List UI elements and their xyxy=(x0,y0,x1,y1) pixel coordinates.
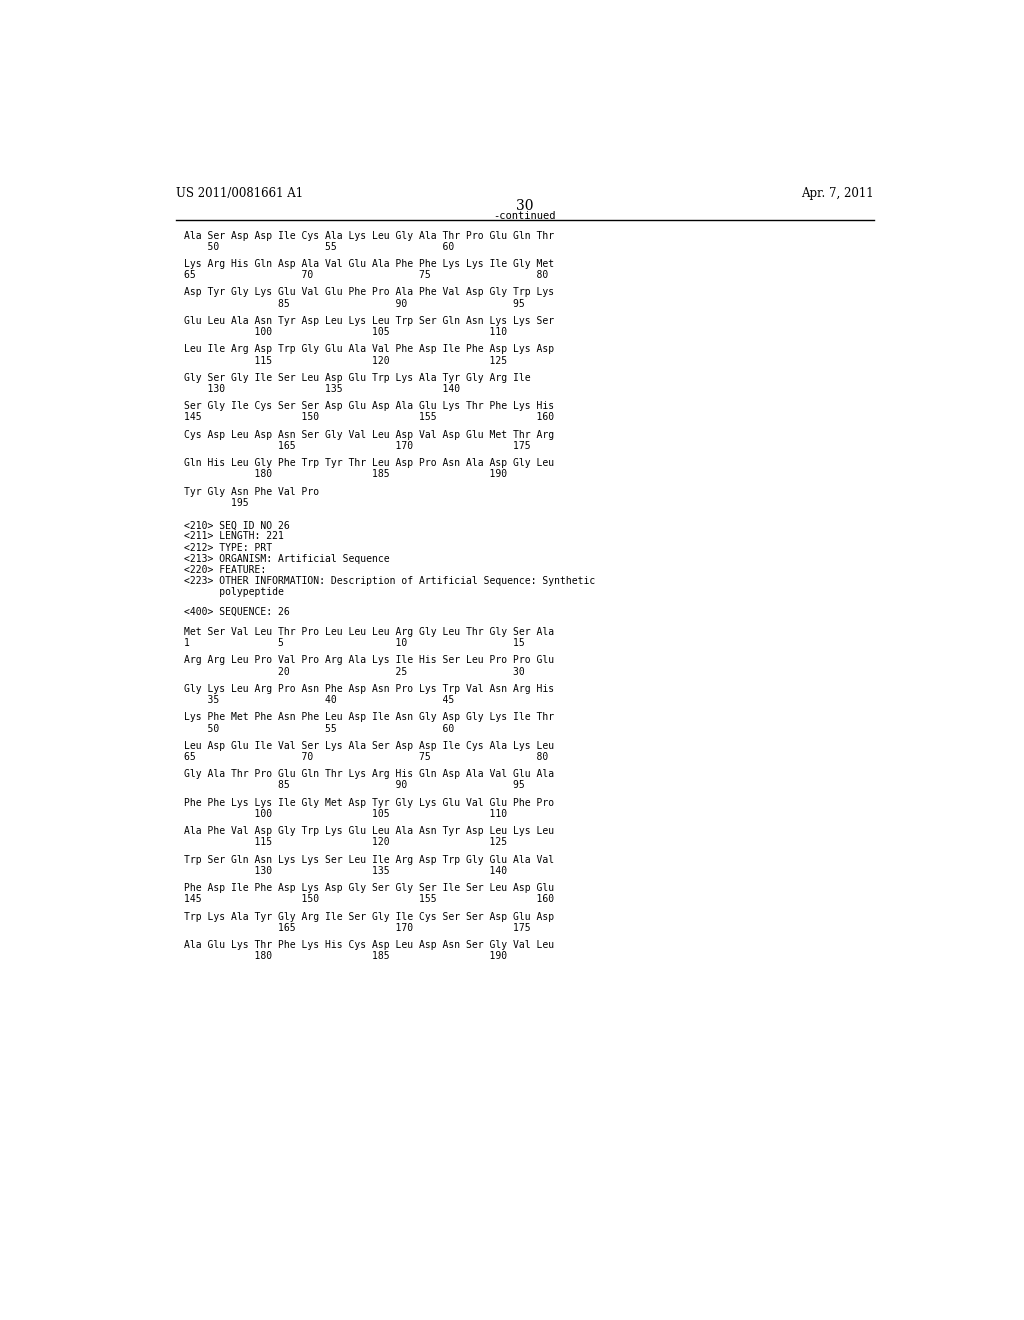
Text: Gly Ser Gly Ile Ser Leu Asp Glu Trp Lys Ala Tyr Gly Arg Ile: Gly Ser Gly Ile Ser Leu Asp Glu Trp Lys … xyxy=(183,372,530,383)
Text: <220> FEATURE:: <220> FEATURE: xyxy=(183,565,266,576)
Text: Leu Asp Glu Ile Val Ser Lys Ala Ser Asp Asp Ile Cys Ala Lys Leu: Leu Asp Glu Ile Val Ser Lys Ala Ser Asp … xyxy=(183,741,554,751)
Text: Trp Ser Gln Asn Lys Lys Ser Leu Ile Arg Asp Trp Gly Glu Ala Val: Trp Ser Gln Asn Lys Lys Ser Leu Ile Arg … xyxy=(183,854,554,865)
Text: US 2011/0081661 A1: US 2011/0081661 A1 xyxy=(176,187,303,199)
Text: <211> LENGTH: 221: <211> LENGTH: 221 xyxy=(183,532,284,541)
Text: Gly Ala Thr Pro Glu Gln Thr Lys Arg His Gln Asp Ala Val Glu Ala: Gly Ala Thr Pro Glu Gln Thr Lys Arg His … xyxy=(183,770,554,779)
Text: Leu Ile Arg Asp Trp Gly Glu Ala Val Phe Asp Ile Phe Asp Lys Asp: Leu Ile Arg Asp Trp Gly Glu Ala Val Phe … xyxy=(183,345,554,354)
Text: Apr. 7, 2011: Apr. 7, 2011 xyxy=(802,187,873,199)
Text: 85                  90                  95: 85 90 95 xyxy=(183,298,524,309)
Text: Tyr Gly Asn Phe Val Pro: Tyr Gly Asn Phe Val Pro xyxy=(183,487,318,496)
Text: 65                  70                  75                  80: 65 70 75 80 xyxy=(183,752,548,762)
Text: <213> ORGANISM: Artificial Sequence: <213> ORGANISM: Artificial Sequence xyxy=(183,554,389,564)
Text: 195: 195 xyxy=(183,498,248,508)
Text: 50                  55                  60: 50 55 60 xyxy=(183,723,454,734)
Text: 50                  55                  60: 50 55 60 xyxy=(183,242,454,252)
Text: 130                 135                 140: 130 135 140 xyxy=(183,384,460,395)
Text: Phe Asp Ile Phe Asp Lys Asp Gly Ser Gly Ser Ile Ser Leu Asp Glu: Phe Asp Ile Phe Asp Lys Asp Gly Ser Gly … xyxy=(183,883,554,894)
Text: 180                 185                 190: 180 185 190 xyxy=(183,470,507,479)
Text: Lys Phe Met Phe Asn Phe Leu Asp Ile Asn Gly Asp Gly Lys Ile Thr: Lys Phe Met Phe Asn Phe Leu Asp Ile Asn … xyxy=(183,713,554,722)
Text: 115                 120                 125: 115 120 125 xyxy=(183,355,507,366)
Text: Ala Ser Asp Asp Ile Cys Ala Lys Leu Gly Ala Thr Pro Glu Gln Thr: Ala Ser Asp Asp Ile Cys Ala Lys Leu Gly … xyxy=(183,231,554,240)
Text: 65                  70                  75                  80: 65 70 75 80 xyxy=(183,271,548,280)
Text: Cys Asp Leu Asp Asn Ser Gly Val Leu Asp Val Asp Glu Met Thr Arg: Cys Asp Leu Asp Asn Ser Gly Val Leu Asp … xyxy=(183,430,554,440)
Text: Glu Leu Ala Asn Tyr Asp Leu Lys Leu Trp Ser Gln Asn Lys Lys Ser: Glu Leu Ala Asn Tyr Asp Leu Lys Leu Trp … xyxy=(183,315,554,326)
Text: Lys Arg His Gln Asp Ala Val Glu Ala Phe Phe Lys Lys Ile Gly Met: Lys Arg His Gln Asp Ala Val Glu Ala Phe … xyxy=(183,259,554,269)
Text: 1               5                   10                  15: 1 5 10 15 xyxy=(183,638,524,648)
Text: <210> SEQ ID NO 26: <210> SEQ ID NO 26 xyxy=(183,520,290,531)
Text: Asp Tyr Gly Lys Glu Val Glu Phe Pro Ala Phe Val Asp Gly Trp Lys: Asp Tyr Gly Lys Glu Val Glu Phe Pro Ala … xyxy=(183,288,554,297)
Text: 115                 120                 125: 115 120 125 xyxy=(183,837,507,847)
Text: 85                  90                  95: 85 90 95 xyxy=(183,780,524,791)
Text: 100                 105                 110: 100 105 110 xyxy=(183,327,507,337)
Text: 165                 170                 175: 165 170 175 xyxy=(183,441,530,451)
Text: 20                  25                  30: 20 25 30 xyxy=(183,667,524,677)
Text: Gln His Leu Gly Phe Trp Tyr Thr Leu Asp Pro Asn Ala Asp Gly Leu: Gln His Leu Gly Phe Trp Tyr Thr Leu Asp … xyxy=(183,458,554,469)
Text: Ala Phe Val Asp Gly Trp Lys Glu Leu Ala Asn Tyr Asp Leu Lys Leu: Ala Phe Val Asp Gly Trp Lys Glu Leu Ala … xyxy=(183,826,554,836)
Text: -continued: -continued xyxy=(494,211,556,222)
Text: Phe Phe Lys Lys Ile Gly Met Asp Tyr Gly Lys Glu Val Glu Phe Pro: Phe Phe Lys Lys Ile Gly Met Asp Tyr Gly … xyxy=(183,797,554,808)
Text: Ser Gly Ile Cys Ser Ser Asp Glu Asp Ala Glu Lys Thr Phe Lys His: Ser Gly Ile Cys Ser Ser Asp Glu Asp Ala … xyxy=(183,401,554,412)
Text: 130                 135                 140: 130 135 140 xyxy=(183,866,507,875)
Text: 165                 170                 175: 165 170 175 xyxy=(183,923,530,933)
Text: 100                 105                 110: 100 105 110 xyxy=(183,809,507,818)
Text: Arg Arg Leu Pro Val Pro Arg Ala Lys Ile His Ser Leu Pro Pro Glu: Arg Arg Leu Pro Val Pro Arg Ala Lys Ile … xyxy=(183,656,554,665)
Text: 145                 150                 155                 160: 145 150 155 160 xyxy=(183,412,554,422)
Text: Ala Glu Lys Thr Phe Lys His Cys Asp Leu Asp Asn Ser Gly Val Leu: Ala Glu Lys Thr Phe Lys His Cys Asp Leu … xyxy=(183,940,554,950)
Text: <400> SEQUENCE: 26: <400> SEQUENCE: 26 xyxy=(183,607,290,616)
Text: polypeptide: polypeptide xyxy=(183,587,284,598)
Text: 35                  40                  45: 35 40 45 xyxy=(183,696,454,705)
Text: 180                 185                 190: 180 185 190 xyxy=(183,952,507,961)
Text: Trp Lys Ala Tyr Gly Arg Ile Ser Gly Ile Cys Ser Ser Asp Glu Asp: Trp Lys Ala Tyr Gly Arg Ile Ser Gly Ile … xyxy=(183,912,554,921)
Text: <212> TYPE: PRT: <212> TYPE: PRT xyxy=(183,543,271,553)
Text: 145                 150                 155                 160: 145 150 155 160 xyxy=(183,894,554,904)
Text: Gly Lys Leu Arg Pro Asn Phe Asp Asn Pro Lys Trp Val Asn Arg His: Gly Lys Leu Arg Pro Asn Phe Asp Asn Pro … xyxy=(183,684,554,694)
Text: Met Ser Val Leu Thr Pro Leu Leu Leu Arg Gly Leu Thr Gly Ser Ala: Met Ser Val Leu Thr Pro Leu Leu Leu Arg … xyxy=(183,627,554,638)
Text: 30: 30 xyxy=(516,199,534,213)
Text: <223> OTHER INFORMATION: Description of Artificial Sequence: Synthetic: <223> OTHER INFORMATION: Description of … xyxy=(183,576,595,586)
